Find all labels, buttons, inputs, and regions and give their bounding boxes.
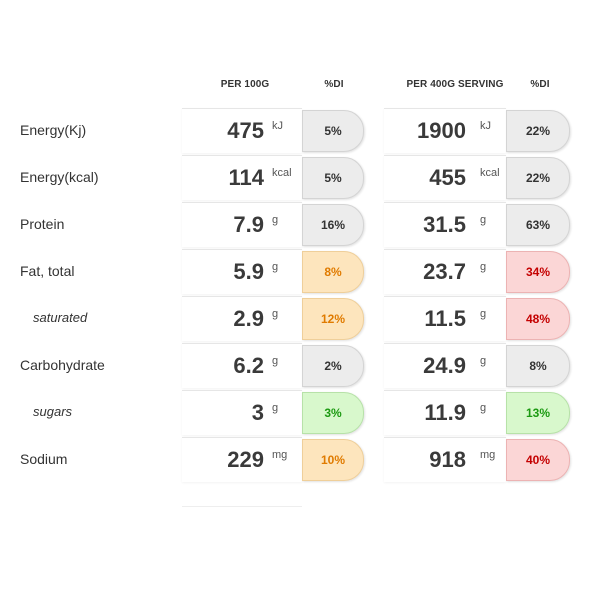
per-serving-unit: g [480,261,487,273]
per-100g-value: 3 [251,400,264,425]
per-serving-value: 23.7 [423,259,466,284]
per-100g-cell: 475 kJ [182,108,302,153]
row-label: Energy(Kj) [20,122,87,138]
per-100g-cell: 114 kcal [182,155,302,200]
per-100g-value: 6.2 [233,353,264,378]
header-per-100g: PER 100G [220,79,270,90]
per-100g-cell: 2.9 g [182,296,302,341]
per-100g-unit: g [272,355,279,367]
per-100g-value: 229 [227,447,264,472]
header-di-serving: %DI [530,79,550,90]
row-label: Energy(kcal) [20,169,99,185]
di-serving-badge: 34% [506,251,570,293]
per-serving-value: 11.5 [424,306,466,331]
di-100g-badge: 5% [302,157,364,199]
row-label: sugars [33,404,73,419]
nutrition-row-energy-kj: Energy(Kj) 475 kJ 5% 1900 kJ 22% [0,108,600,153]
per-100g-unit: kJ [272,120,283,132]
per-serving-value: 31.5 [423,212,466,237]
di-100g-badge: 12% [302,298,364,340]
per-100g-unit: g [272,261,279,273]
di-100g-badge: 2% [302,345,364,387]
header-di-100g: %DI [324,79,344,90]
per-100g-unit: g [272,402,279,414]
di-serving-badge: 40% [506,439,570,481]
per-serving-value: 455 [429,165,466,190]
nutrition-row-sodium: Sodium 229 mg 10% 918 mg 40% [0,437,600,482]
per-100g-value: 2.9 [233,306,264,331]
per-100g-cell: 5.9 g [182,249,302,294]
row-label: Fat, total [20,263,75,279]
di-serving-badge: 22% [506,157,570,199]
nutrition-row-saturated: saturated 2.9 g 12% 11.5 g 48% [0,296,600,341]
di-100g-badge: 5% [302,110,364,152]
header-per-serving: PER 400G SERVING [406,79,504,90]
per-serving-unit: g [480,308,487,320]
per-serving-value: 24.9 [423,353,466,378]
per-100g-value: 7.9 [233,212,264,237]
row-label: Sodium [20,451,68,467]
nutrition-row-protein: Protein 7.9 g 16% 31.5 g 63% [0,202,600,247]
di-100g-badge: 10% [302,439,364,481]
di-serving-badge: 22% [506,110,570,152]
di-100g-badge: 3% [302,392,364,434]
per-100g-unit: g [272,214,279,226]
per-serving-cell: 31.5 g [384,202,506,247]
per-serving-unit: mg [480,449,496,461]
nutrition-row-carbohydrate: Carbohydrate 6.2 g 2% 24.9 g 8% [0,343,600,388]
per-serving-cell: 455 kcal [384,155,506,200]
per-serving-cell: 23.7 g [384,249,506,294]
per-100g-unit: mg [272,449,288,461]
per-100g-cell: 6.2 g [182,343,302,388]
per-serving-unit: g [480,355,487,367]
per-100g-value: 114 [228,165,265,190]
per-serving-cell: 11.9 g [384,390,506,435]
per-100g-value: 475 [227,118,264,143]
table-bottom-divider [182,506,302,507]
per-serving-value: 918 [429,447,466,472]
per-100g-unit: kcal [272,167,292,179]
per-serving-value: 11.9 [424,400,466,425]
row-label: Carbohydrate [20,357,105,373]
per-serving-unit: kcal [480,167,500,179]
di-serving-badge: 8% [506,345,570,387]
per-serving-cell: 918 mg [384,437,506,482]
per-100g-cell: 3 g [182,390,302,435]
per-100g-cell: 229 mg [182,437,302,482]
per-100g-value: 5.9 [233,259,264,284]
di-serving-badge: 13% [506,392,570,434]
per-100g-cell: 7.9 g [182,202,302,247]
per-100g-unit: g [272,308,279,320]
per-serving-cell: 1900 kJ [384,108,506,153]
per-serving-unit: kJ [480,120,491,132]
nutrition-row-energy-kcal: Energy(kcal) 114 kcal 5% 455 kcal 22% [0,155,600,200]
di-100g-badge: 16% [302,204,364,246]
di-serving-badge: 63% [506,204,570,246]
per-serving-cell: 11.5 g [384,296,506,341]
per-serving-cell: 24.9 g [384,343,506,388]
per-serving-unit: g [480,214,487,226]
nutrition-row-fat-total: Fat, total 5.9 g 8% 23.7 g 34% [0,249,600,294]
per-serving-value: 1900 [417,118,466,143]
row-label: saturated [33,310,88,325]
per-serving-unit: g [480,402,487,414]
row-label: Protein [20,216,65,232]
nutrition-row-sugars: sugars 3 g 3% 11.9 g 13% [0,390,600,435]
di-serving-badge: 48% [506,298,570,340]
di-100g-badge: 8% [302,251,364,293]
